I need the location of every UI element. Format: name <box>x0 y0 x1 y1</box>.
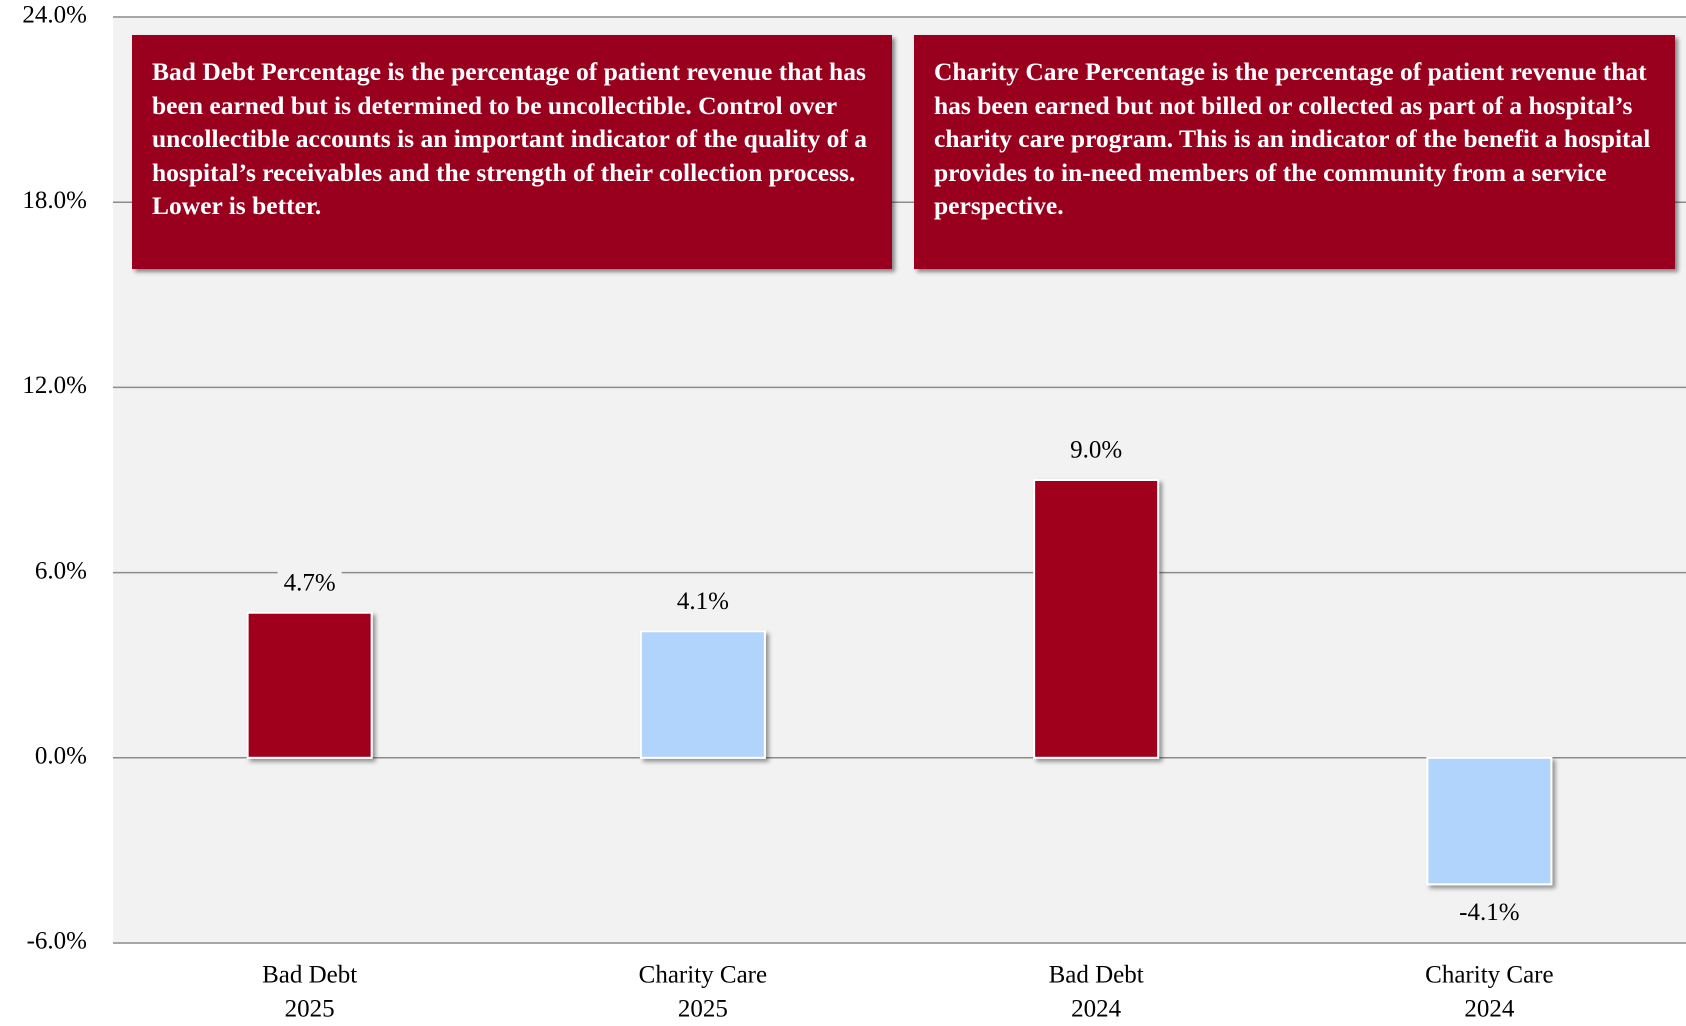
x-tick-label: 2025 <box>285 996 335 1023</box>
bar <box>1033 479 1160 759</box>
bar <box>639 630 766 759</box>
x-tick-label: 2024 <box>1071 996 1122 1023</box>
value-label: -4.1% <box>1459 899 1519 926</box>
value-label-bg <box>1064 434 1129 466</box>
value-label-bg <box>670 585 735 617</box>
value-label: 9.0% <box>1070 437 1122 464</box>
annotation-box: Bad Debt Percentage is the percentage of… <box>132 35 892 269</box>
y-tick-label: 6.0% <box>35 557 87 584</box>
bar <box>246 611 373 759</box>
x-tick-label: Bad Debt <box>262 962 357 989</box>
x-tick-label: Bad Debt <box>1049 962 1144 989</box>
y-tick-label: -6.0% <box>27 928 87 955</box>
x-tick-label: 2025 <box>678 996 728 1023</box>
y-tick-label: 0.0% <box>35 743 87 770</box>
x-tick-label: Charity Care <box>639 962 767 989</box>
x-tick-label: Charity Care <box>1425 962 1553 989</box>
bar <box>1426 756 1553 886</box>
x-tick-label: 2024 <box>1464 996 1515 1023</box>
value-label: 4.1% <box>677 588 729 615</box>
value-label-bg <box>1453 897 1526 929</box>
annotation-box: Charity Care Percentage is the percentag… <box>914 35 1675 269</box>
y-tick-label: 24.0% <box>22 2 87 29</box>
y-tick-label: 12.0% <box>22 372 87 399</box>
value-label-bg <box>277 567 342 599</box>
y-tick-label: 18.0% <box>22 187 87 214</box>
value-label: 4.7% <box>284 569 336 596</box>
